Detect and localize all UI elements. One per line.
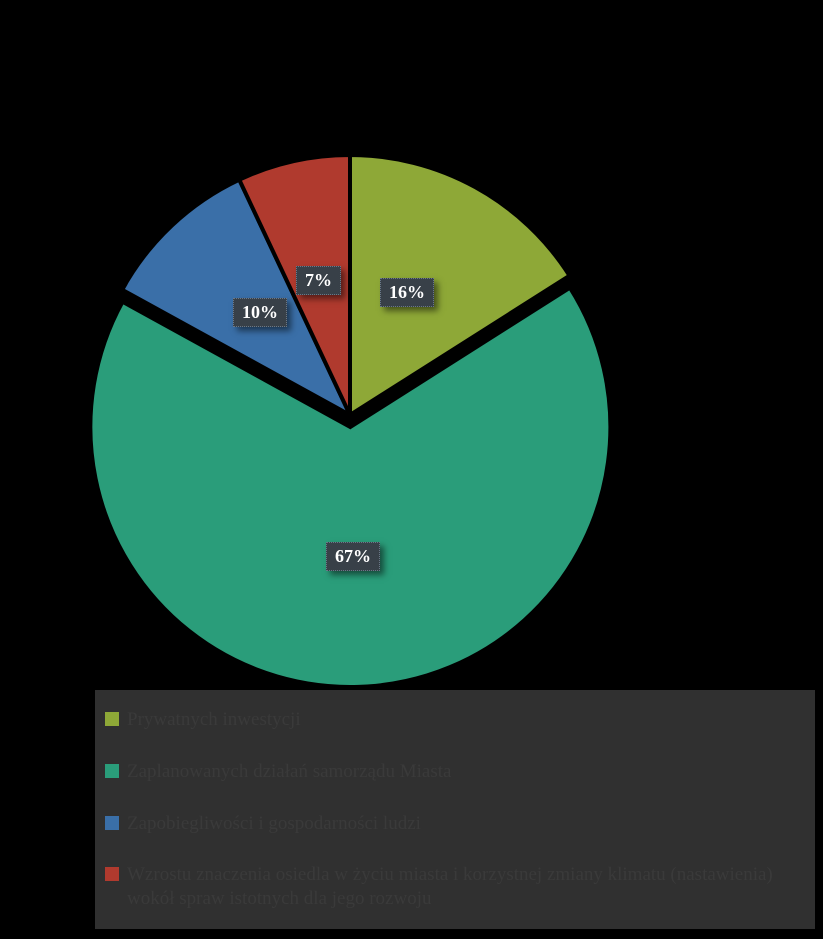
legend-swatch [105,764,119,778]
pie-svg [90,145,610,685]
legend-item: Zaplanowanych działań samorządu Miasta [105,760,805,784]
legend-item: Zapobiegliwości i gospodarności ludzi [105,812,805,836]
legend-text: Wzrostu znaczenia osiedla w życiu miasta… [127,863,805,911]
pie-data-label: 16% [380,278,434,307]
legend-item: Prywatnych inwestycji [105,708,805,732]
legend-item: Wzrostu znaczenia osiedla w życiu miasta… [105,863,805,911]
legend-text: Zaplanowanych działań samorządu Miasta [127,760,805,784]
pie-data-label: 10% [233,298,287,327]
pie-data-label: 67% [326,542,380,571]
legend-swatch [105,816,119,830]
legend-text: Prywatnych inwestycji [127,708,805,732]
pie-data-label: 7% [296,266,341,295]
legend-text: Zapobiegliwości i gospodarności ludzi [127,812,805,836]
legend-swatch [105,867,119,881]
pie-chart [90,145,610,685]
legend: Prywatnych inwestycji Zaplanowanych dział… [95,690,815,929]
legend-swatch [105,712,119,726]
